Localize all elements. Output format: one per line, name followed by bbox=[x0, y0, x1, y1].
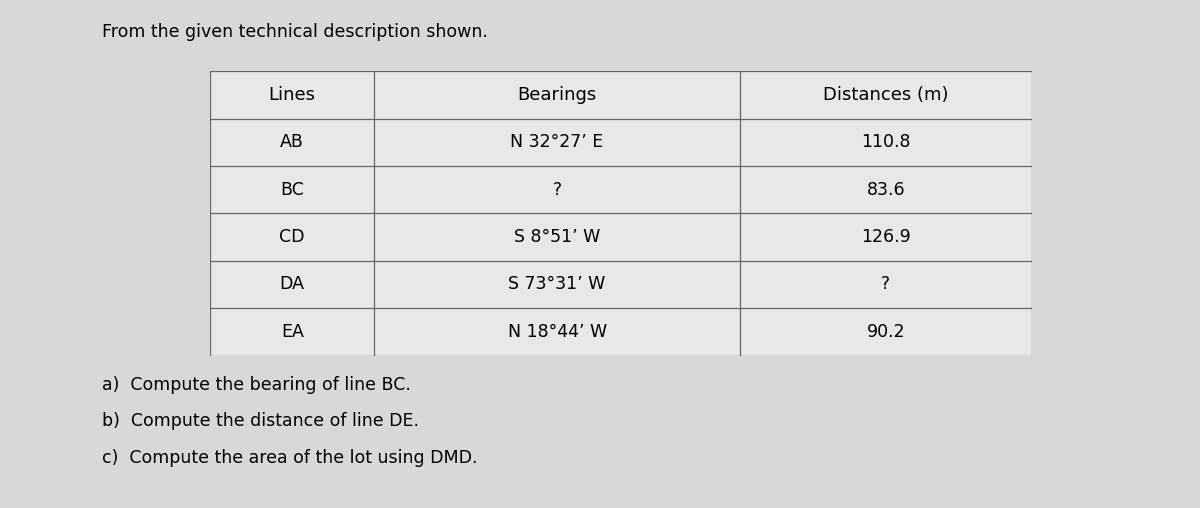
Text: Distances (m): Distances (m) bbox=[823, 86, 949, 104]
Text: b)  Compute the distance of line DE.: b) Compute the distance of line DE. bbox=[102, 412, 419, 430]
Text: 90.2: 90.2 bbox=[866, 323, 905, 341]
Text: AB: AB bbox=[281, 133, 304, 151]
Text: Lines: Lines bbox=[269, 86, 316, 104]
Text: CD: CD bbox=[280, 228, 305, 246]
Text: N 32°27’ E: N 32°27’ E bbox=[510, 133, 604, 151]
Text: c)  Compute the area of the lot using DMD.: c) Compute the area of the lot using DMD… bbox=[102, 449, 478, 467]
Text: S 8°51’ W: S 8°51’ W bbox=[514, 228, 600, 246]
Text: N 18°44’ W: N 18°44’ W bbox=[508, 323, 607, 341]
Text: From the given technical description shown.: From the given technical description sho… bbox=[102, 23, 488, 41]
Text: BC: BC bbox=[281, 181, 304, 199]
Text: a)  Compute the bearing of line BC.: a) Compute the bearing of line BC. bbox=[102, 376, 410, 394]
Text: Bearings: Bearings bbox=[517, 86, 596, 104]
Text: ?: ? bbox=[552, 181, 562, 199]
Text: DA: DA bbox=[280, 275, 305, 294]
Text: S 73°31’ W: S 73°31’ W bbox=[509, 275, 606, 294]
Text: 110.8: 110.8 bbox=[862, 133, 911, 151]
Text: 83.6: 83.6 bbox=[866, 181, 905, 199]
Text: 126.9: 126.9 bbox=[860, 228, 911, 246]
Text: EA: EA bbox=[281, 323, 304, 341]
Text: ?: ? bbox=[881, 275, 890, 294]
